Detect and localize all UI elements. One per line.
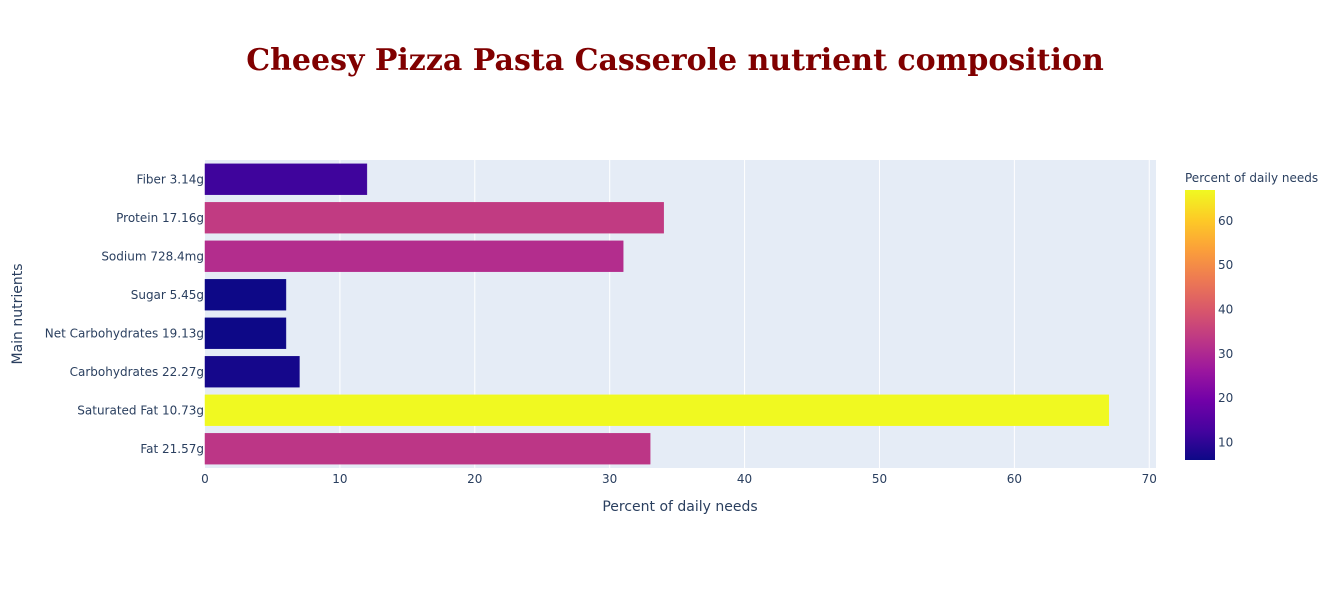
colorbar-title: Percent of daily needs bbox=[1185, 171, 1318, 185]
colorbar-tick-label: 20 bbox=[1218, 391, 1233, 405]
x-tick-labels: 0 10 20 30 40 50 60 70 bbox=[201, 472, 1157, 486]
x-tick-label: 50 bbox=[872, 472, 887, 486]
x-tick-label: 70 bbox=[1142, 472, 1157, 486]
colorbar-tick-label: 50 bbox=[1218, 258, 1233, 272]
colorbar-tick-label: 60 bbox=[1218, 214, 1233, 228]
y-tick-label: Sugar 5.45g bbox=[131, 288, 204, 302]
x-tick-label: 0 bbox=[201, 472, 209, 486]
x-tick-label: 30 bbox=[602, 472, 617, 486]
y-tick-label: Protein 17.16g bbox=[116, 211, 204, 225]
bar bbox=[204, 163, 368, 195]
y-tick-label: Carbohydrates 22.27g bbox=[70, 365, 204, 379]
x-tick-label: 40 bbox=[737, 472, 752, 486]
chart-title: Cheesy Pizza Pasta Casserole nutrient co… bbox=[246, 43, 1104, 78]
bar bbox=[204, 279, 287, 311]
x-tick-label: 10 bbox=[332, 472, 347, 486]
y-tick-label: Fiber 3.14g bbox=[137, 172, 204, 186]
y-tick-label: Net Carbohydrates 19.13g bbox=[45, 326, 204, 340]
colorbar-tick-label: 10 bbox=[1218, 435, 1233, 449]
bar bbox=[204, 356, 300, 388]
colorbar-tick-labels: 10 20 30 40 50 60 bbox=[1218, 214, 1233, 449]
x-tick-label: 60 bbox=[1007, 472, 1022, 486]
colorbar bbox=[1185, 190, 1215, 460]
y-tick-labels: Fiber 3.14g Protein 17.16g Sodium 728.4mg S… bbox=[45, 172, 204, 456]
colorbar-tick-label: 40 bbox=[1218, 303, 1233, 317]
bar bbox=[204, 202, 664, 234]
y-axis-title: Main nutrients bbox=[10, 263, 26, 364]
bars bbox=[204, 163, 1110, 465]
y-tick-label: Saturated Fat 10.73g bbox=[77, 403, 204, 417]
bar bbox=[204, 394, 1110, 426]
bar bbox=[204, 433, 651, 465]
x-tick-label: 20 bbox=[467, 472, 482, 486]
y-tick-label: Fat 21.57g bbox=[140, 442, 204, 456]
bar bbox=[204, 317, 287, 349]
colorbar-tick-label: 30 bbox=[1218, 347, 1233, 361]
bar bbox=[204, 240, 624, 272]
x-axis-title: Percent of daily needs bbox=[602, 499, 757, 515]
y-tick-label: Sodium 728.4mg bbox=[101, 249, 204, 263]
